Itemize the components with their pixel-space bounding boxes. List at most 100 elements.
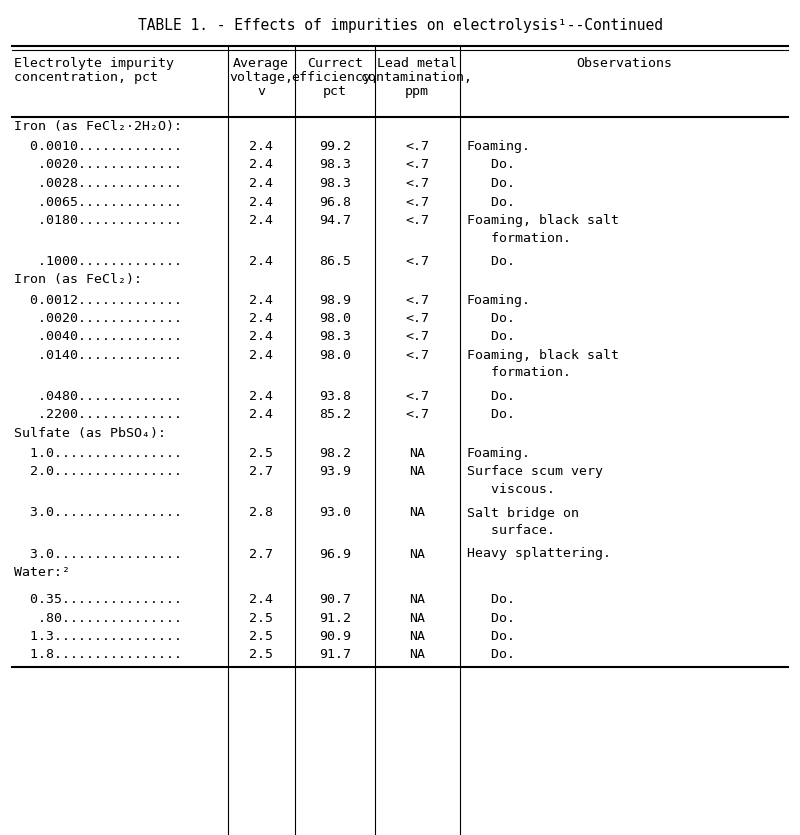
Text: .0480.............: .0480............. <box>14 390 182 403</box>
Text: 2.5: 2.5 <box>249 630 273 643</box>
Text: 2.4: 2.4 <box>249 408 273 422</box>
Text: Do.: Do. <box>467 611 515 625</box>
Text: Foaming.: Foaming. <box>467 140 531 153</box>
Text: NA: NA <box>409 649 425 661</box>
Text: Do.: Do. <box>467 390 515 403</box>
Text: 2.5: 2.5 <box>249 611 273 625</box>
Text: <.7: <.7 <box>405 195 429 209</box>
Text: Do.: Do. <box>467 312 515 325</box>
Text: Do.: Do. <box>467 630 515 643</box>
Text: Foaming.: Foaming. <box>467 447 531 460</box>
Text: .80...............: .80............... <box>14 611 182 625</box>
Text: <.7: <.7 <box>405 159 429 171</box>
Text: 2.4: 2.4 <box>249 177 273 190</box>
Text: 2.8: 2.8 <box>249 507 273 519</box>
Text: 0.0012.............: 0.0012............. <box>14 293 182 306</box>
Text: Sulfate (as PbSO₄):: Sulfate (as PbSO₄): <box>14 427 166 440</box>
Text: <.7: <.7 <box>405 293 429 306</box>
Text: <.7: <.7 <box>405 312 429 325</box>
Text: 2.4: 2.4 <box>249 195 273 209</box>
Text: 2.0................: 2.0................ <box>14 465 182 478</box>
Text: 2.4: 2.4 <box>249 140 273 153</box>
Text: .0020.............: .0020............. <box>14 159 182 171</box>
Text: 0.35...............: 0.35............... <box>14 593 182 606</box>
Text: <.7: <.7 <box>405 390 429 403</box>
Text: contamination,: contamination, <box>361 71 473 84</box>
Text: Do.: Do. <box>467 177 515 190</box>
Text: .0180.............: .0180............. <box>14 214 182 227</box>
Text: 85.2: 85.2 <box>319 408 351 422</box>
Text: <.7: <.7 <box>405 349 429 362</box>
Text: voltage,: voltage, <box>229 71 293 84</box>
Text: NA: NA <box>409 447 425 460</box>
Text: NA: NA <box>409 507 425 519</box>
Text: Water:²: Water:² <box>14 566 70 579</box>
Text: pct: pct <box>323 85 347 98</box>
Text: NA: NA <box>409 593 425 606</box>
Text: 2.4: 2.4 <box>249 331 273 343</box>
Text: <.7: <.7 <box>405 140 429 153</box>
Text: 98.0: 98.0 <box>319 312 351 325</box>
Text: <.7: <.7 <box>405 177 429 190</box>
Text: .0065.............: .0065............. <box>14 195 182 209</box>
Text: 98.2: 98.2 <box>319 447 351 460</box>
Text: 98.3: 98.3 <box>319 159 351 171</box>
Text: 2.4: 2.4 <box>249 593 273 606</box>
Text: 98.0: 98.0 <box>319 349 351 362</box>
Text: ppm: ppm <box>405 85 429 98</box>
Text: 93.0: 93.0 <box>319 507 351 519</box>
Text: 91.7: 91.7 <box>319 649 351 661</box>
Text: .0040.............: .0040............. <box>14 331 182 343</box>
Text: .1000.............: .1000............. <box>14 255 182 268</box>
Text: 96.8: 96.8 <box>319 195 351 209</box>
Text: Currect: Currect <box>307 57 363 70</box>
Text: 2.4: 2.4 <box>249 390 273 403</box>
Text: 90.9: 90.9 <box>319 630 351 643</box>
Text: 2.7: 2.7 <box>249 548 273 560</box>
Text: 90.7: 90.7 <box>319 593 351 606</box>
Text: 1.3................: 1.3................ <box>14 630 182 643</box>
Text: 2.4: 2.4 <box>249 255 273 268</box>
Text: NA: NA <box>409 630 425 643</box>
Text: 98.3: 98.3 <box>319 331 351 343</box>
Text: 2.4: 2.4 <box>249 159 273 171</box>
Text: 3.0................: 3.0................ <box>14 548 182 560</box>
Text: Foaming.: Foaming. <box>467 293 531 306</box>
Text: 2.4: 2.4 <box>249 214 273 227</box>
Text: Observations: Observations <box>576 57 672 70</box>
Text: .0028.............: .0028............. <box>14 177 182 190</box>
Text: <.7: <.7 <box>405 214 429 227</box>
Text: Do.: Do. <box>467 195 515 209</box>
Text: Do.: Do. <box>467 649 515 661</box>
Text: Iron (as FeCl₂·2H₂O):: Iron (as FeCl₂·2H₂O): <box>14 120 182 133</box>
Text: Do.: Do. <box>467 255 515 268</box>
Text: formation.: formation. <box>467 231 571 245</box>
Text: 3.0................: 3.0................ <box>14 507 182 519</box>
Text: 93.9: 93.9 <box>319 465 351 478</box>
Text: Lead metal: Lead metal <box>377 57 457 70</box>
Text: Salt bridge on: Salt bridge on <box>467 507 579 519</box>
Text: 1.0................: 1.0................ <box>14 447 182 460</box>
Text: .0020.............: .0020............. <box>14 312 182 325</box>
Text: 2.5: 2.5 <box>249 447 273 460</box>
Text: concentration, pct: concentration, pct <box>14 71 158 84</box>
Text: 94.7: 94.7 <box>319 214 351 227</box>
Text: 2.4: 2.4 <box>249 349 273 362</box>
Text: 93.8: 93.8 <box>319 390 351 403</box>
Text: 2.5: 2.5 <box>249 649 273 661</box>
Text: efficiency,: efficiency, <box>291 71 379 84</box>
Text: Do.: Do. <box>467 159 515 171</box>
Text: viscous.: viscous. <box>467 483 555 496</box>
Text: 2.4: 2.4 <box>249 312 273 325</box>
Text: Do.: Do. <box>467 331 515 343</box>
Text: 98.9: 98.9 <box>319 293 351 306</box>
Text: <.7: <.7 <box>405 408 429 422</box>
Text: NA: NA <box>409 611 425 625</box>
Text: 86.5: 86.5 <box>319 255 351 268</box>
Text: <.7: <.7 <box>405 331 429 343</box>
Text: v: v <box>257 85 265 98</box>
Text: 2.4: 2.4 <box>249 293 273 306</box>
Text: 2.7: 2.7 <box>249 465 273 478</box>
Text: Do.: Do. <box>467 408 515 422</box>
Text: Foaming, black salt: Foaming, black salt <box>467 214 619 227</box>
